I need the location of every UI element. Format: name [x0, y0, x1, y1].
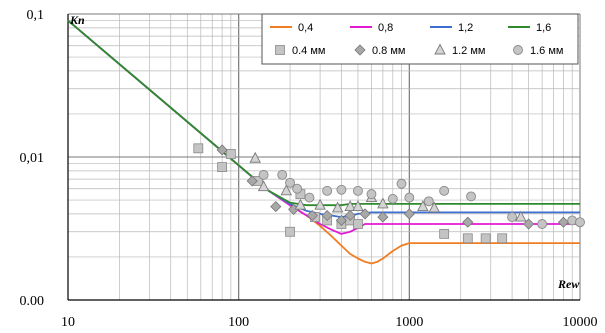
point-triangle: [314, 198, 326, 210]
point-diamond: [335, 214, 347, 227]
y-tick-label: 0.00: [20, 294, 45, 309]
point-diamond: [270, 201, 282, 213]
series-line-0-8: [67, 19, 580, 235]
legend-marker: [513, 45, 523, 55]
point-diamond: [462, 216, 474, 228]
point-triangle: [280, 184, 292, 196]
point-square: [353, 219, 363, 229]
point-triangle: [249, 151, 261, 163]
point-square: [285, 226, 295, 237]
point-triangle: [344, 200, 356, 212]
point-diamond: [403, 208, 415, 220]
legend-marker: [354, 44, 366, 56]
legend-label: 1,6: [536, 22, 551, 34]
point-diamond: [216, 144, 228, 156]
x-axis-label: Rew: [557, 277, 580, 291]
series-line-1-6: [67, 19, 580, 207]
point-circle: [404, 192, 415, 203]
point-circle: [537, 219, 548, 229]
point-square: [217, 162, 228, 172]
point-diamond: [306, 209, 318, 222]
point-circle: [507, 212, 518, 223]
legend-label: 1.6 мм: [530, 45, 563, 57]
legend-marker: [275, 45, 285, 55]
legend: 0,4 0,8 1,2 1,6 0.4 мм 0.8 мм 1.2 мм 1.6 мм: [261, 13, 579, 65]
point-circle: [466, 191, 477, 202]
tick-labels: 10 100 1000 10000 0.00 0,01 0,1: [20, 8, 598, 330]
point-triangle: [352, 200, 364, 212]
legend-label: 0,8: [378, 22, 393, 34]
point-circle: [285, 177, 295, 188]
point-triangle: [515, 210, 527, 222]
point-circle: [439, 185, 450, 196]
point-circle: [366, 189, 377, 200]
point-circle: [292, 183, 303, 194]
point-circle: [277, 169, 288, 180]
legend-label: 0,4: [298, 22, 313, 34]
point-circle: [396, 178, 407, 189]
point-square: [193, 143, 204, 154]
plot-frame: [67, 14, 580, 301]
point-diamond: [321, 209, 333, 222]
legend-label: 0.8 мм: [372, 45, 405, 57]
point-triangle: [428, 201, 441, 213]
point-triangle: [257, 180, 270, 192]
marker-layer: [193, 143, 585, 244]
point-circle: [258, 169, 269, 180]
point-circle: [575, 217, 585, 228]
legend-label: 0.4 мм: [292, 45, 325, 57]
point-circle: [304, 192, 315, 203]
point-diamond: [359, 208, 371, 220]
legend-label: 1,2: [458, 22, 473, 34]
point-square: [439, 228, 450, 239]
point-diamond: [377, 211, 389, 223]
point-circle: [353, 185, 363, 196]
y-axis-label: Kn: [69, 13, 85, 27]
x-tick-label: 10: [61, 315, 75, 330]
x-tick-label: 100: [228, 315, 249, 330]
point-square: [497, 233, 508, 244]
point-diamond: [344, 209, 356, 222]
point-circle: [423, 196, 434, 207]
point-triangle: [294, 198, 307, 210]
point-circle: [336, 184, 347, 195]
x-tick-label: 1000: [395, 315, 423, 330]
legend-label: 1.2 мм: [452, 45, 485, 57]
point-circle: [322, 185, 333, 196]
point-triangle: [417, 200, 429, 212]
point-square: [480, 233, 491, 244]
legend-marker: [434, 43, 446, 55]
y-tick-label: 0,01: [20, 151, 45, 166]
point-triangle: [377, 197, 389, 209]
point-triangle: [331, 201, 344, 213]
point-diamond: [557, 216, 570, 228]
y-tick-label: 0,1: [27, 8, 45, 23]
point-square: [462, 233, 473, 244]
point-diamond: [246, 175, 258, 187]
x-tick-label: 10000: [563, 315, 598, 330]
point-circle: [387, 193, 398, 204]
legend-box: [261, 13, 579, 65]
point-square: [225, 149, 236, 159]
